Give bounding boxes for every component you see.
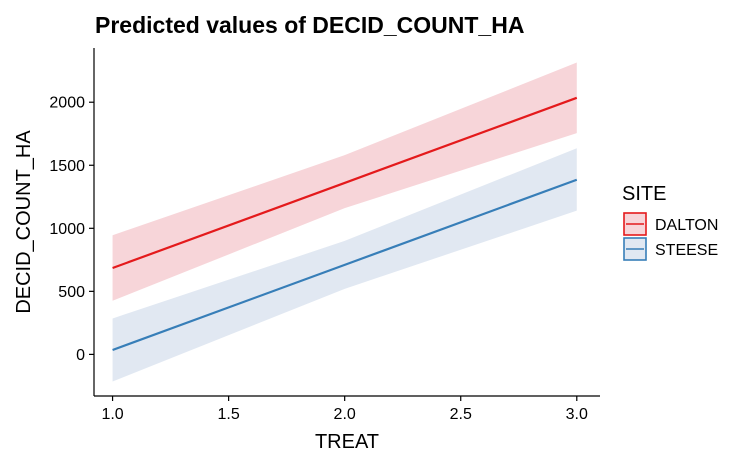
legend-title: SITE <box>622 183 666 205</box>
y-tick-label: 500 <box>58 284 85 301</box>
series-lines <box>112 96 578 352</box>
x-tick-label: 2.5 <box>450 406 472 423</box>
plot-area <box>112 62 578 382</box>
x-axis-ticks: 1.0 1.5 2.0 2.5 3.0 <box>101 396 588 423</box>
x-tick-label: 1.5 <box>217 406 239 423</box>
y-tick-label: 0 <box>76 347 85 364</box>
legend-label-steese: STEESE <box>655 242 718 259</box>
series-line-steese <box>112 178 578 352</box>
series-line-dalton <box>112 96 578 270</box>
y-tick-label: 1000 <box>49 221 85 238</box>
y-tick-label: 2000 <box>49 95 85 112</box>
x-tick-label: 3.0 <box>566 406 588 423</box>
ci-band-dalton <box>112 62 577 301</box>
chart-title: Predicted values of DECID_COUNT_HA <box>95 12 524 38</box>
x-tick-label: 1.0 <box>101 406 123 423</box>
y-axis-ticks: 0 500 1000 1500 2000 <box>49 95 94 364</box>
legend: SITE DALTON STEESE <box>622 183 718 261</box>
legend-label-dalton: DALTON <box>655 217 718 234</box>
x-axis-title: TREAT <box>315 431 379 453</box>
y-axis-title: DECID_COUNT_HA <box>13 130 35 314</box>
confidence-bands <box>112 62 577 382</box>
x-tick-label: 2.0 <box>334 406 356 423</box>
y-tick-label: 1500 <box>49 158 85 175</box>
